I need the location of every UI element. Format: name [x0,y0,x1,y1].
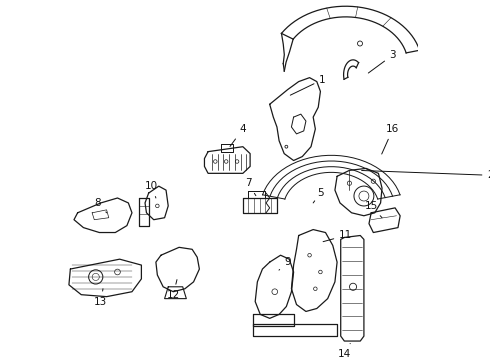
Text: 1: 1 [290,75,326,95]
Text: 2: 2 [362,170,490,180]
Text: 9: 9 [279,257,291,270]
Text: 5: 5 [313,188,324,203]
Text: 12: 12 [167,280,180,300]
Text: 8: 8 [95,198,107,213]
Text: 6: 6 [0,359,1,360]
Text: 4: 4 [230,124,246,147]
Text: 13: 13 [94,289,107,307]
Text: 16: 16 [382,124,399,154]
Text: 7: 7 [245,178,256,195]
Text: 14: 14 [338,343,351,359]
Text: 15: 15 [365,201,382,218]
Text: 11: 11 [323,230,352,242]
Text: 10: 10 [145,181,158,198]
Text: 3: 3 [368,50,396,73]
